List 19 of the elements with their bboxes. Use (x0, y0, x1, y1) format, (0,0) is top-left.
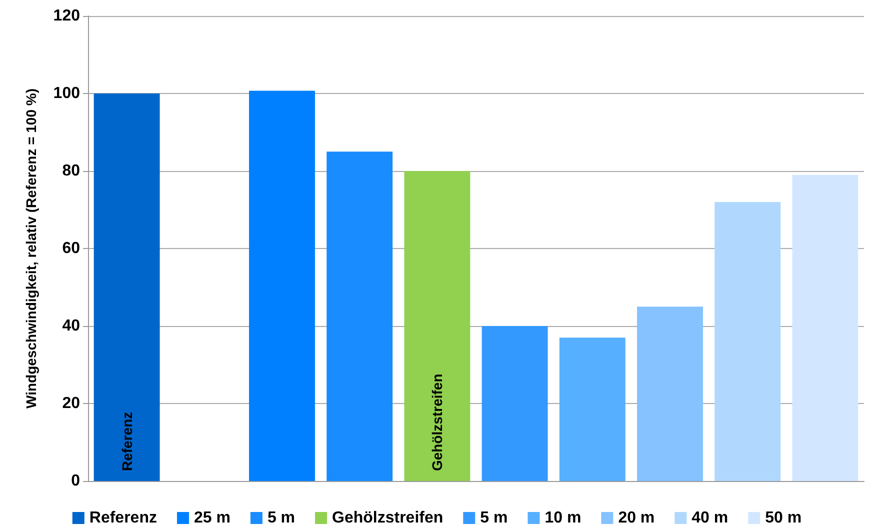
y-tick-label: 120 (53, 8, 80, 24)
data-label: Referenz (118, 412, 135, 471)
y-tick-label: 60 (62, 240, 80, 257)
data-label: Gehölzstreifen (429, 374, 446, 471)
legend-label: Gehölzstreifen (332, 510, 444, 526)
y-tick-label: 0 (71, 472, 80, 490)
y-tick-label: 80 (62, 162, 80, 180)
legend-label: 10 m (544, 510, 582, 526)
legend-label: 20 m (618, 510, 655, 526)
y-axis-title: Windgeschwindigkeit, relativ (Referenz = 100 %) (23, 88, 39, 409)
legend-label: 5 m (480, 510, 508, 526)
y-tick-label: 20 (62, 395, 80, 412)
legend-label: 50 m (765, 510, 802, 526)
legend-label: 25 m (194, 510, 230, 526)
y-tick-label: 100 (53, 85, 80, 102)
legend-label: 40 m (692, 510, 728, 526)
legend-label: 5 m (267, 510, 296, 526)
legend-label: Referenz (89, 510, 157, 526)
y-tick-label: 40 (62, 318, 80, 334)
